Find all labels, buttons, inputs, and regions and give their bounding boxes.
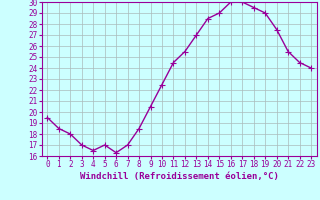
X-axis label: Windchill (Refroidissement éolien,°C): Windchill (Refroidissement éolien,°C) [80, 172, 279, 181]
